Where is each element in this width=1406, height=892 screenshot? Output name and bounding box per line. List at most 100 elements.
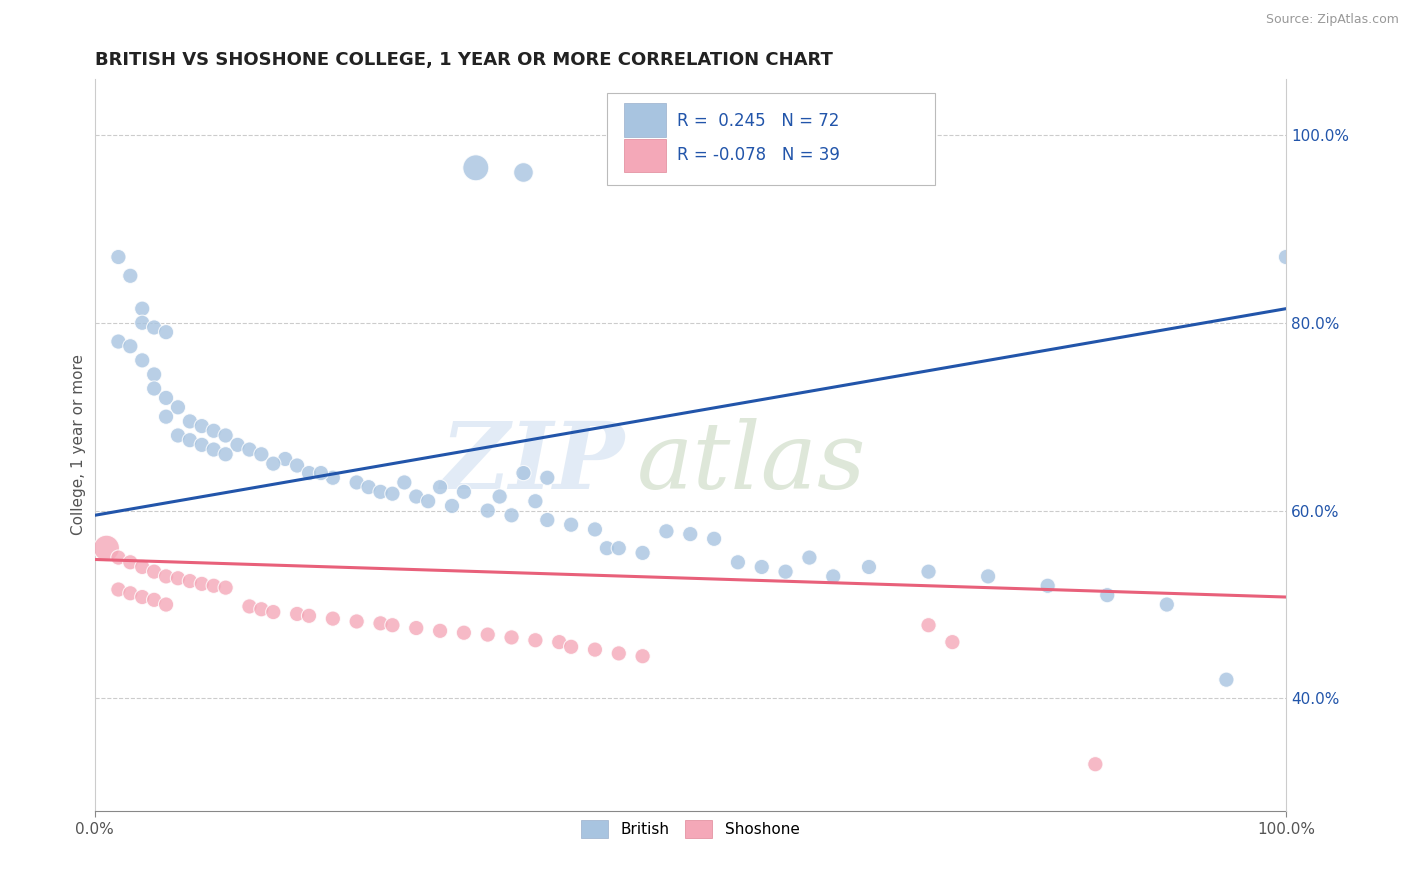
Point: [322, 612, 344, 626]
Point: [155, 598, 177, 612]
Point: [107, 334, 129, 349]
Point: [179, 414, 201, 428]
Text: Source: ZipAtlas.com: Source: ZipAtlas.com: [1265, 13, 1399, 27]
Point: [596, 541, 619, 556]
Point: [167, 401, 190, 415]
Point: [941, 635, 963, 649]
Point: [1036, 579, 1059, 593]
FancyBboxPatch shape: [607, 94, 935, 185]
Point: [96, 541, 118, 556]
Point: [679, 527, 702, 541]
Point: [285, 458, 308, 473]
Point: [560, 640, 582, 654]
Point: [120, 268, 142, 283]
Point: [143, 382, 166, 396]
Point: [548, 635, 571, 649]
Text: R =  0.245   N = 72: R = 0.245 N = 72: [678, 112, 839, 130]
Point: [274, 452, 297, 467]
Point: [107, 250, 129, 264]
Point: [131, 316, 153, 330]
Point: [440, 499, 463, 513]
Point: [607, 646, 630, 660]
Legend: British, Shoshone: British, Shoshone: [575, 814, 806, 844]
Point: [1097, 588, 1119, 602]
Text: ZIP: ZIP: [440, 418, 624, 508]
Point: [536, 513, 558, 527]
Point: [536, 471, 558, 485]
Point: [418, 494, 440, 508]
Point: [214, 447, 236, 461]
Point: [226, 438, 249, 452]
Point: [298, 608, 321, 623]
Point: [262, 605, 284, 619]
Point: [346, 615, 368, 629]
Point: [298, 466, 321, 480]
Point: [214, 581, 236, 595]
Point: [631, 546, 654, 560]
Point: [607, 541, 630, 556]
Point: [583, 523, 606, 537]
Point: [191, 577, 214, 591]
Point: [917, 565, 939, 579]
Point: [107, 550, 129, 565]
Point: [143, 320, 166, 334]
Point: [977, 569, 1000, 583]
Point: [191, 438, 214, 452]
Point: [238, 442, 260, 457]
Point: [405, 490, 427, 504]
Point: [120, 555, 142, 569]
Point: [262, 457, 284, 471]
Point: [250, 602, 273, 616]
Point: [524, 494, 547, 508]
Point: [167, 428, 190, 442]
Point: [131, 560, 153, 574]
Point: [477, 627, 499, 641]
Point: [250, 447, 273, 461]
Point: [477, 503, 499, 517]
Point: [775, 565, 797, 579]
Point: [464, 161, 486, 175]
Point: [202, 442, 225, 457]
Point: [512, 466, 534, 480]
Text: atlas: atlas: [637, 418, 866, 508]
Point: [751, 560, 773, 574]
Point: [488, 490, 510, 504]
Point: [238, 599, 260, 614]
Point: [501, 508, 523, 523]
Point: [512, 165, 534, 179]
Point: [799, 550, 821, 565]
Point: [120, 586, 142, 600]
Point: [131, 353, 153, 368]
Point: [285, 607, 308, 621]
Point: [155, 569, 177, 583]
Point: [858, 560, 880, 574]
Point: [179, 574, 201, 588]
Point: [583, 642, 606, 657]
Point: [131, 590, 153, 604]
Point: [560, 517, 582, 532]
Point: [155, 409, 177, 424]
FancyBboxPatch shape: [623, 138, 666, 172]
Point: [202, 424, 225, 438]
Point: [1156, 598, 1178, 612]
Y-axis label: College, 1 year or more: College, 1 year or more: [72, 354, 86, 535]
Point: [155, 391, 177, 405]
Point: [524, 633, 547, 648]
Point: [381, 486, 404, 500]
Point: [381, 618, 404, 632]
Point: [727, 555, 749, 569]
Point: [370, 484, 392, 499]
Point: [405, 621, 427, 635]
Point: [453, 625, 475, 640]
Point: [1215, 673, 1237, 687]
Point: [346, 475, 368, 490]
Point: [167, 571, 190, 585]
Point: [370, 616, 392, 631]
Point: [322, 471, 344, 485]
Point: [143, 368, 166, 382]
Point: [703, 532, 725, 546]
Point: [191, 419, 214, 434]
Point: [1084, 757, 1107, 772]
Point: [143, 565, 166, 579]
Point: [917, 618, 939, 632]
